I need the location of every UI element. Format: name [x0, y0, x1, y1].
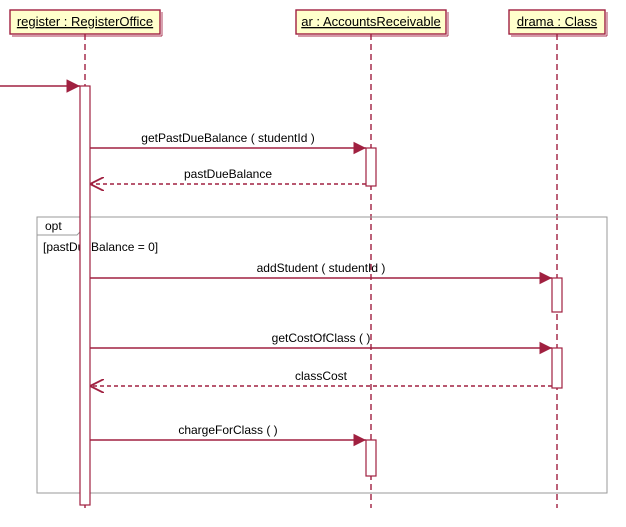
activation-drama-3: [552, 348, 562, 388]
activation-ar-1: [366, 148, 376, 186]
sequence-diagram: opt [pastDueBalance = 0] getPastDueBalance…: [0, 0, 626, 527]
activation-ar-4: [366, 440, 376, 476]
lifeline-label-ar: ar : AccountsReceivable: [301, 14, 440, 29]
opt-frame-label: opt: [45, 219, 62, 233]
lifeline-label-register: register : RegisterOffice: [17, 14, 153, 29]
message-label-2: addStudent ( studentId ): [257, 261, 386, 275]
opt-frame-guard: [pastDueBalance = 0]: [43, 240, 158, 254]
message-label-0: getPastDueBalance ( studentId ): [141, 131, 314, 145]
activation-register-0: [80, 86, 90, 505]
message-label-1: pastDueBalance: [184, 167, 272, 181]
message-label-4: classCost: [295, 369, 348, 383]
activation-drama-2: [552, 278, 562, 312]
opt-frame: [37, 217, 607, 493]
message-label-3: getCostOfClass ( ): [272, 331, 371, 345]
message-label-5: chargeForClass ( ): [178, 423, 277, 437]
lifeline-label-drama: drama : Class: [517, 14, 598, 29]
